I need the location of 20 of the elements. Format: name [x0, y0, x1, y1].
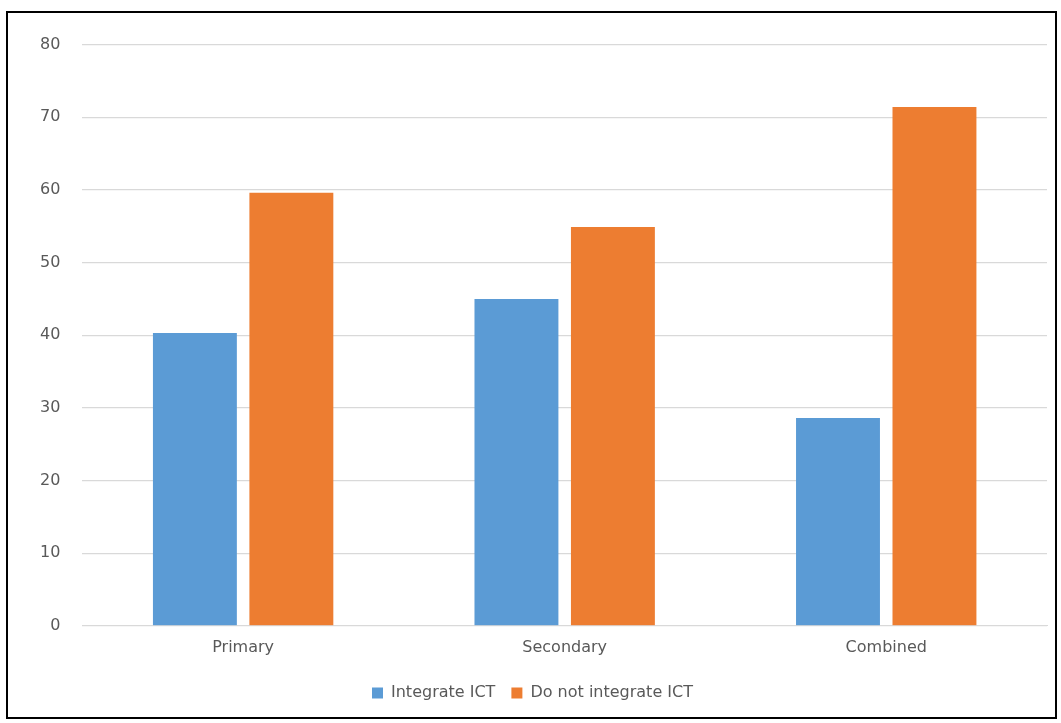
y-tick-label: 60 [40, 179, 61, 199]
y-tick-label: 70 [40, 106, 61, 126]
y-tick-label: 30 [40, 397, 61, 417]
bar [474, 298, 559, 626]
x-tick-label: Secondary [522, 636, 608, 656]
y-tick-label: 40 [40, 324, 61, 344]
y-tick-label: 80 [40, 33, 61, 53]
bar [152, 333, 237, 626]
x-tick-label: Primary [212, 636, 275, 656]
bar [249, 192, 334, 626]
y-tick-label: 0 [50, 614, 61, 634]
x-tick-label: Combined [845, 636, 927, 656]
legend-label: Integrate ICT [391, 682, 496, 702]
bar [892, 107, 977, 626]
y-tick-label: 10 [40, 542, 61, 562]
bar [570, 226, 655, 626]
legend-label: Do not integrate ICT [530, 682, 694, 702]
y-tick-label: 20 [40, 469, 61, 489]
bar [796, 418, 880, 626]
y-tick-label: 50 [40, 251, 61, 271]
